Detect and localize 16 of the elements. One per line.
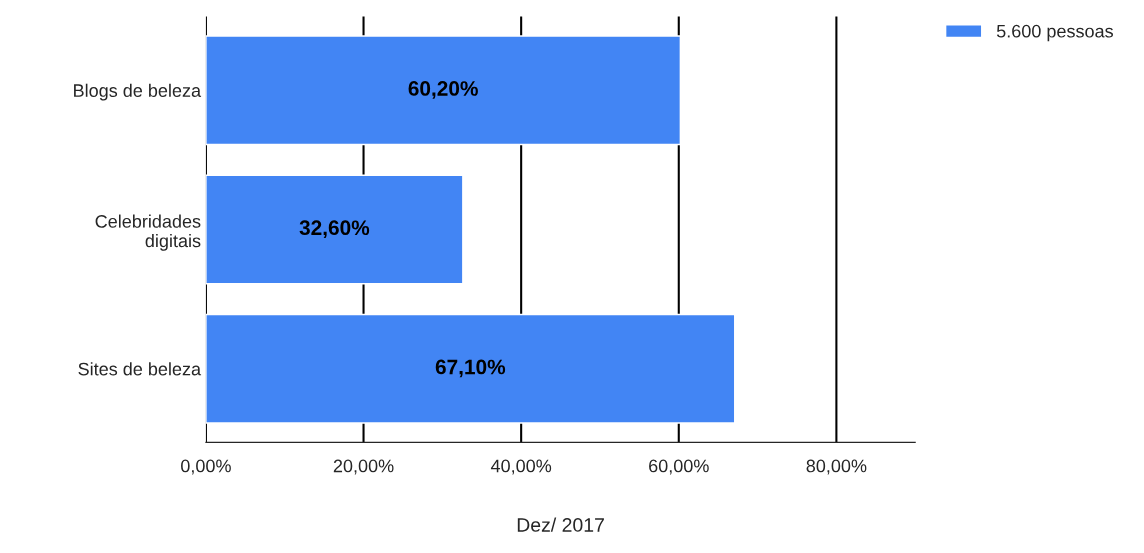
data-label: 60,20% [408, 81, 478, 99]
bar [205, 174, 464, 285]
x-tick-label: 20,00% [333, 459, 394, 475]
x-tick-label: 60,00% [649, 459, 709, 475]
y-tick-label: Celebridades digitais [95, 214, 201, 251]
data-label: 32,60% [299, 220, 370, 239]
x-axis-title: Dez/ 2017 [517, 517, 604, 532]
y-tick-label: Sites de beleza [78, 362, 202, 376]
bar [205, 35, 682, 146]
x-tick-label: 80,00% [806, 459, 867, 475]
data-label: 67,10% [435, 359, 506, 378]
y-tick-label: Blogs de beleza [74, 83, 202, 101]
x-tick-label: 0,00% [181, 459, 231, 475]
legend-label: 5.600 pessoas [996, 24, 1113, 42]
bar [205, 313, 736, 424]
x-tick-label: 40,00% [490, 459, 552, 475]
